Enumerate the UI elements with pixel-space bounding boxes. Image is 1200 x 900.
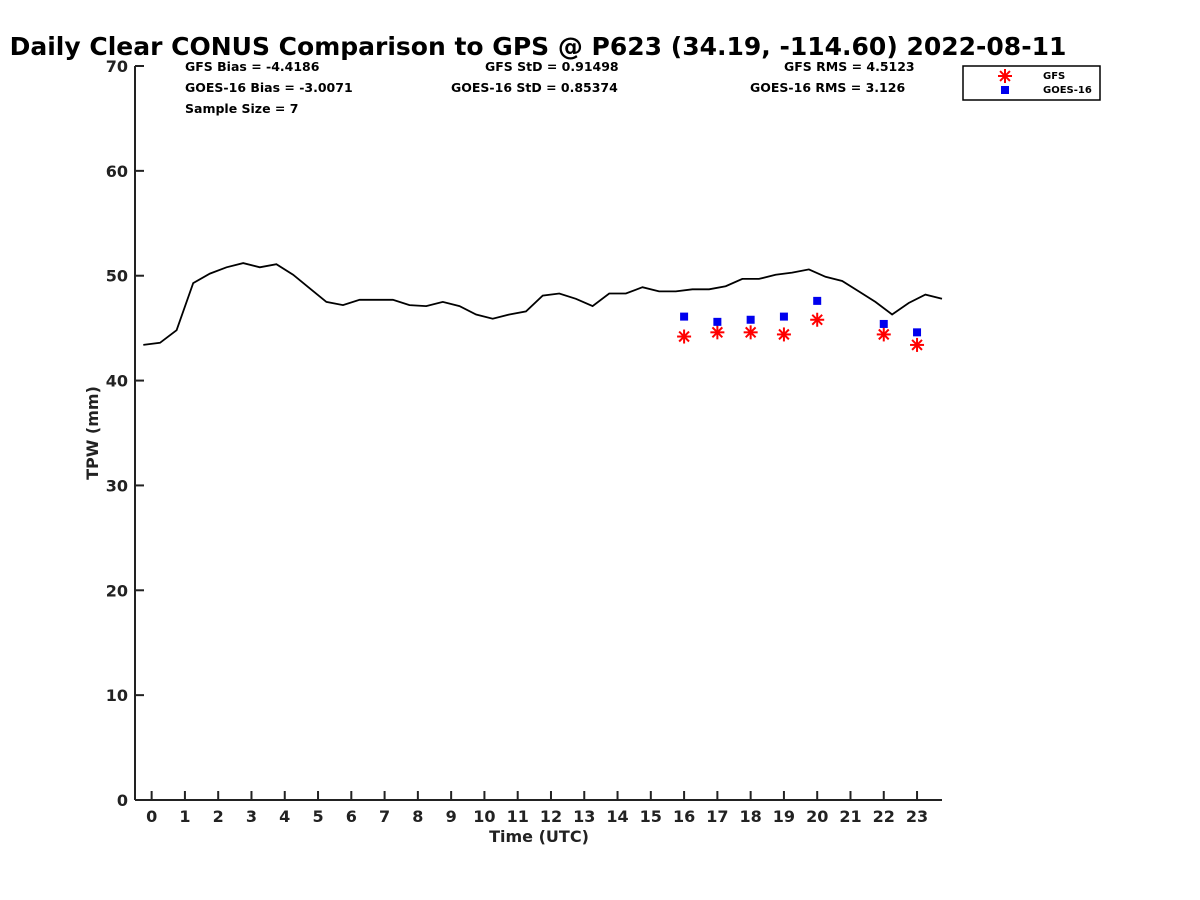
- x-tick-label: 2: [213, 807, 224, 826]
- x-tick-label: 15: [640, 807, 662, 826]
- x-tick-label: 17: [706, 807, 728, 826]
- x-tick-label: 16: [673, 807, 695, 826]
- x-tick-label: 9: [446, 807, 457, 826]
- x-tick-label: 23: [906, 807, 928, 826]
- x-tick-label: 14: [606, 807, 628, 826]
- gps-tpw-line: [143, 262, 943, 346]
- gfs-marker-stroke: [778, 328, 790, 341]
- x-tick-label: 4: [279, 807, 290, 826]
- x-tick-label: 22: [873, 807, 895, 826]
- legend: GFS GOES-16: [962, 65, 1101, 101]
- gfs-point: [677, 329, 692, 344]
- x-tick-label: 21: [839, 807, 861, 826]
- goes-rms-text: GOES-16 RMS = 3.126: [750, 80, 905, 95]
- gfs-bias-text: GFS Bias = -4.4186: [185, 59, 320, 74]
- goes16-point: [779, 312, 788, 321]
- gfs-marker-layer: [677, 312, 925, 352]
- goes16-point: [813, 296, 822, 305]
- goes16-point: [913, 328, 922, 337]
- sample-size-text: Sample Size = 7: [185, 101, 298, 116]
- goes16-point: [713, 317, 722, 326]
- y-axis-label: TPW (mm): [83, 386, 102, 480]
- x-tick-label: 10: [473, 807, 495, 826]
- legend-goes16-square: [1001, 86, 1009, 94]
- gfs-marker-stroke: [744, 326, 757, 338]
- x-tick-label: 0: [146, 807, 157, 826]
- x-tick-label: 19: [773, 807, 795, 826]
- x-axis-label: Time (UTC): [489, 827, 589, 846]
- chart-title: Daily Clear CONUS Comparison to GPS @ P6…: [10, 32, 1067, 61]
- gfs-marker-stroke: [999, 70, 1011, 82]
- legend-gfs-marker: [998, 69, 1012, 83]
- x-tick-label: 8: [412, 807, 423, 826]
- goes16-marker-layer: [680, 296, 922, 337]
- gfs-std-text: GFS StD = 0.91498: [485, 59, 619, 74]
- x-tick-label: 1: [179, 807, 190, 826]
- gps-tpw-line-layer: [143, 262, 943, 346]
- gfs-point: [910, 337, 925, 352]
- y-tick-label: 20: [106, 581, 128, 600]
- gfs-point: [776, 327, 791, 342]
- goes16-point: [680, 312, 689, 321]
- legend-goes16-marker: [1001, 86, 1009, 94]
- x-tick-label: 13: [573, 807, 595, 826]
- y-tick-label: 10: [106, 686, 128, 705]
- x-tick-label: 11: [507, 807, 529, 826]
- gfs-marker-stroke: [878, 328, 890, 341]
- x-tick-label: 18: [740, 807, 762, 826]
- x-tick-label: 5: [312, 807, 323, 826]
- x-tick-label: 7: [379, 807, 390, 826]
- legend-box: [962, 65, 1101, 101]
- gfs-point: [710, 325, 725, 340]
- gfs-rms-text: GFS RMS = 4.5123: [784, 59, 915, 74]
- gfs-point: [876, 327, 891, 342]
- goes-bias-text: GOES-16 Bias = -3.0071: [185, 80, 353, 95]
- gfs-point: [743, 325, 758, 340]
- y-tick-label: 0: [117, 791, 128, 810]
- x-tick-label: 20: [806, 807, 828, 826]
- x-tick-label: 6: [346, 807, 357, 826]
- y-tick-label: 30: [106, 476, 128, 495]
- y-tick-label: 50: [106, 267, 128, 286]
- gfs-marker-stroke: [811, 314, 823, 326]
- gfs-marker-stroke: [711, 326, 724, 338]
- goes16-point: [746, 315, 755, 324]
- stats-annotations: GFS Bias = -4.4186 GFS StD = 0.91498 GFS…: [185, 59, 915, 116]
- y-tick-label: 40: [106, 372, 128, 391]
- legend-gfs-asterisk: [998, 69, 1012, 83]
- legend-goes16-label: GOES-16: [1043, 85, 1092, 96]
- y-tick-label: 70: [106, 57, 128, 76]
- x-tick-label: 3: [246, 807, 257, 826]
- y-tick-label: 60: [106, 162, 128, 181]
- gfs-marker-stroke: [911, 339, 923, 351]
- goes16-point: [879, 319, 888, 328]
- legend-gfs-label: GFS: [1043, 71, 1065, 82]
- x-tick-label: 12: [540, 807, 562, 826]
- gfs-point: [810, 312, 825, 327]
- goes-std-text: GOES-16 StD = 0.85374: [451, 80, 618, 95]
- gfs-marker-stroke: [678, 330, 690, 343]
